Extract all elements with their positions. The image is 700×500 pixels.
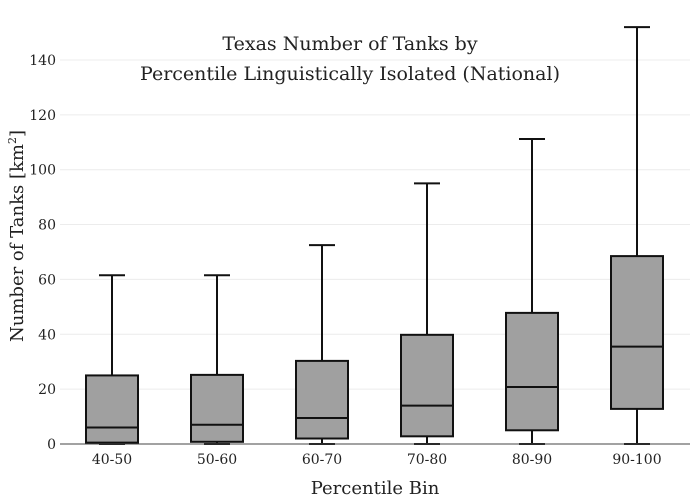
y-tick-label: 140 (29, 53, 56, 69)
y-tick-label: 100 (29, 163, 56, 179)
y-axis-title-end: ] (7, 130, 28, 137)
y-tick-labels: 0 20 40 60 80 100 120 140 (29, 53, 56, 453)
box-90-100 (610, 26, 664, 445)
x-tick-label: 40-50 (92, 452, 132, 468)
y-tick-label: 20 (38, 382, 56, 398)
chart-title-line-2: Percentile Linguistically Isolated (Nati… (140, 63, 560, 85)
y-tick-label: 40 (38, 327, 56, 343)
iqr-box (190, 373, 244, 443)
y-axis-title: Number of Tanks [km2] (6, 130, 28, 342)
y-tick-label: 80 (38, 218, 56, 234)
iqr-box (295, 359, 349, 440)
x-tick-label: 50-60 (197, 452, 237, 468)
y-axis-title-main: Number of Tanks [km (7, 144, 28, 342)
x-tick-label: 70-80 (407, 452, 447, 468)
y-tick-label: 60 (38, 272, 56, 288)
box-60-70 (295, 244, 349, 445)
iqr-box (610, 255, 664, 410)
box-80-90 (505, 137, 559, 445)
iqr-box (505, 311, 559, 432)
grid-lines (60, 59, 690, 390)
x-tick-label: 80-90 (512, 452, 552, 468)
iqr-box (85, 374, 139, 444)
x-tick-label: 60-70 (302, 452, 342, 468)
box-50-60 (190, 274, 244, 445)
chart-title-line-1: Texas Number of Tanks by (222, 33, 477, 55)
iqr-box (400, 333, 454, 438)
box-70-80 (400, 182, 454, 445)
x-axis-title: Percentile Bin (311, 478, 440, 499)
box-series (85, 26, 664, 445)
box-40-50 (85, 274, 139, 445)
y-tick-label: 0 (47, 437, 56, 453)
x-tick-labels: 40-50 50-60 60-70 70-80 80-90 90-100 (92, 452, 662, 468)
x-tick-label: 90-100 (612, 452, 661, 468)
y-axis-title-sup: 2 (6, 137, 19, 144)
y-tick-label: 120 (29, 108, 56, 124)
